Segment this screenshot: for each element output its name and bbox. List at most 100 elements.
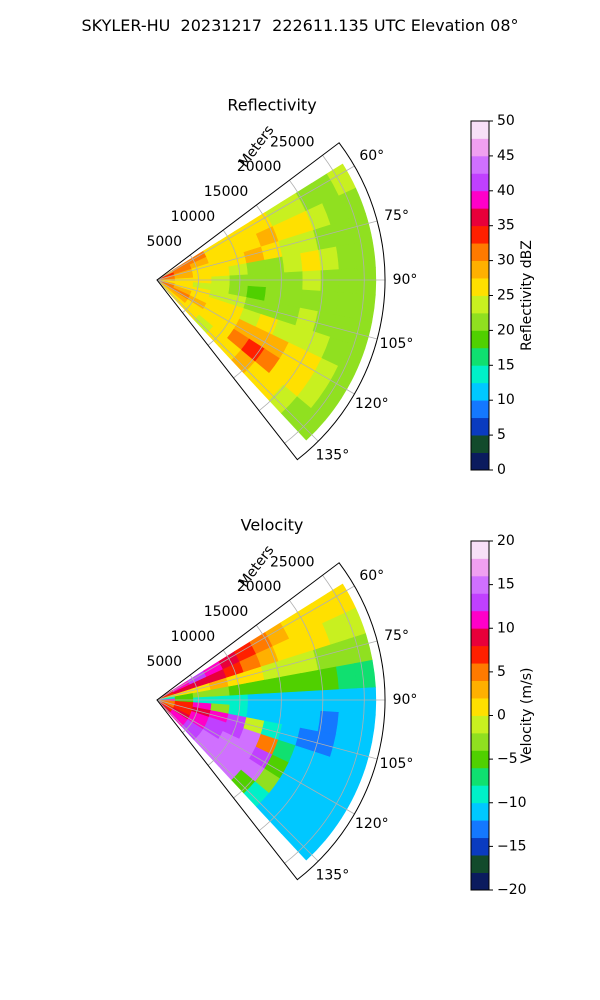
data-cell: [282, 253, 303, 274]
colorbar-label: Velocity (m/s): [519, 668, 535, 764]
data-cells: [156, 163, 377, 441]
colorbar-tick-label: −20: [497, 882, 527, 898]
azimuth-gridline: [156, 279, 355, 395]
azimuth-tick-label: 90°: [393, 692, 418, 708]
radial-tick-label: 5000: [146, 234, 182, 250]
colorbar-segment: [471, 593, 489, 612]
data-cell: [265, 272, 285, 290]
colorbar-tick-label: 25: [497, 288, 515, 304]
colorbar-segment: [471, 663, 489, 681]
colorbar-segment: [471, 312, 489, 331]
colorbar-tick-label: 40: [497, 183, 515, 199]
colorbar-segment: [471, 785, 489, 804]
data-cell: [353, 659, 376, 689]
colorbar-segment: [471, 208, 489, 227]
colorbar-tick-label: 10: [497, 620, 515, 636]
colorbar-segment: [471, 190, 489, 209]
data-cell: [247, 273, 267, 288]
colorbar-segment: [471, 715, 489, 734]
radial-gridline: [233, 624, 282, 799]
azimuth-tick-label: 75°: [384, 208, 409, 224]
azimuth-tick-label: 105°: [380, 336, 414, 352]
reflectivity-panel: 60° 75° 90° 105° 120° 135° 5000 10000 15000 20000…: [146, 96, 535, 479]
colorbar-segment: [471, 417, 489, 436]
data-cell: [338, 688, 358, 714]
radial-tick-label: 5000: [146, 654, 182, 670]
colorbar-label: Reflectivity dBZ: [519, 240, 535, 351]
colorbar-segment: [471, 628, 489, 647]
colorbar-segment: [471, 225, 489, 244]
colorbar-segment: [471, 698, 489, 716]
azimuth-gridline: [156, 165, 355, 281]
colorbar-tick-label: 5: [497, 664, 506, 680]
data-cell: [320, 269, 340, 293]
colorbar-segment: [471, 260, 489, 279]
radial-tick-label: 15000: [204, 184, 249, 200]
colorbar-segment: [471, 680, 489, 699]
radial-tick-label: 10000: [171, 209, 216, 225]
azimuth-tick-label: 120°: [355, 396, 389, 412]
colorbar-segment: [471, 347, 489, 366]
azimuth-gridline: [156, 699, 378, 760]
colorbar-segment: [471, 575, 489, 594]
colorbar-segment: [471, 452, 489, 471]
radial-gridline: [207, 649, 241, 766]
radial-tick-label: 25000: [270, 554, 315, 570]
colorbar-segment: [471, 750, 489, 769]
data-cell: [299, 289, 322, 312]
colorbar-segment: [471, 767, 489, 786]
data-cell: [299, 709, 322, 732]
data-cell: [284, 271, 304, 291]
radial-tick-label: 15000: [204, 604, 249, 620]
colorbar-segment: [471, 121, 489, 139]
colorbar-tick-label: 35: [497, 218, 515, 234]
colorbar-segment: [471, 330, 489, 349]
data-cell: [265, 692, 285, 710]
radial-gridline: [284, 155, 365, 444]
azimuth-gridline: [156, 585, 355, 701]
radial-gridline: [258, 179, 324, 411]
data-cell: [211, 275, 231, 286]
data-cell: [229, 694, 249, 707]
data-cell: [356, 267, 377, 296]
panel-title: Velocity: [241, 516, 304, 535]
colorbar-tick-label: 15: [497, 357, 515, 373]
colorbar-tick-label: 30: [497, 253, 515, 269]
data-cell: [282, 673, 303, 694]
azimuth-tick-label: 60°: [359, 568, 384, 584]
azimuth-gridline: [156, 699, 319, 862]
colorbar-segment: [471, 295, 489, 314]
data-cell: [300, 669, 322, 692]
colorbar-tick-label: 20: [497, 533, 515, 549]
colorbar-segment: [471, 610, 489, 629]
radial-tick-label: 25000: [270, 134, 315, 150]
data-cell: [284, 691, 304, 711]
colorbar-segment: [471, 820, 489, 839]
radial-tick-label: 20000: [237, 579, 282, 595]
panel-title: Reflectivity: [227, 96, 316, 115]
radial-tick-label: 20000: [237, 159, 282, 175]
grid: [156, 575, 385, 864]
azimuth-gridline: [156, 699, 355, 815]
colorbar-segment: [471, 155, 489, 174]
data-cells: [156, 583, 377, 861]
colorbar-segment: [471, 435, 489, 453]
colorbar-segment: [471, 243, 489, 261]
azimuth-gridline: [156, 220, 378, 281]
colorbar-tick-label: 20: [497, 322, 515, 338]
grid: [156, 155, 385, 444]
figure-title: SKYLER-HU 20231217 222611.135 UTC Elevat…: [81, 16, 519, 35]
colorbar-segment: [471, 365, 489, 384]
data-cell: [247, 693, 267, 708]
data-cell: [336, 663, 358, 690]
colorbar-segment: [471, 278, 489, 296]
colorbar-segment: [471, 872, 489, 891]
data-cell: [293, 408, 326, 441]
velocity-panel: 60° 75° 90° 105° 120° 135° 5000 10000 15000 20000…: [146, 516, 535, 899]
azimuth-gridline: [156, 279, 319, 442]
azimuth-tick-label: 60°: [359, 148, 384, 164]
data-cell: [302, 270, 322, 292]
colorbar-segment: [471, 645, 489, 664]
colorbar-tick-label: 45: [497, 148, 515, 164]
